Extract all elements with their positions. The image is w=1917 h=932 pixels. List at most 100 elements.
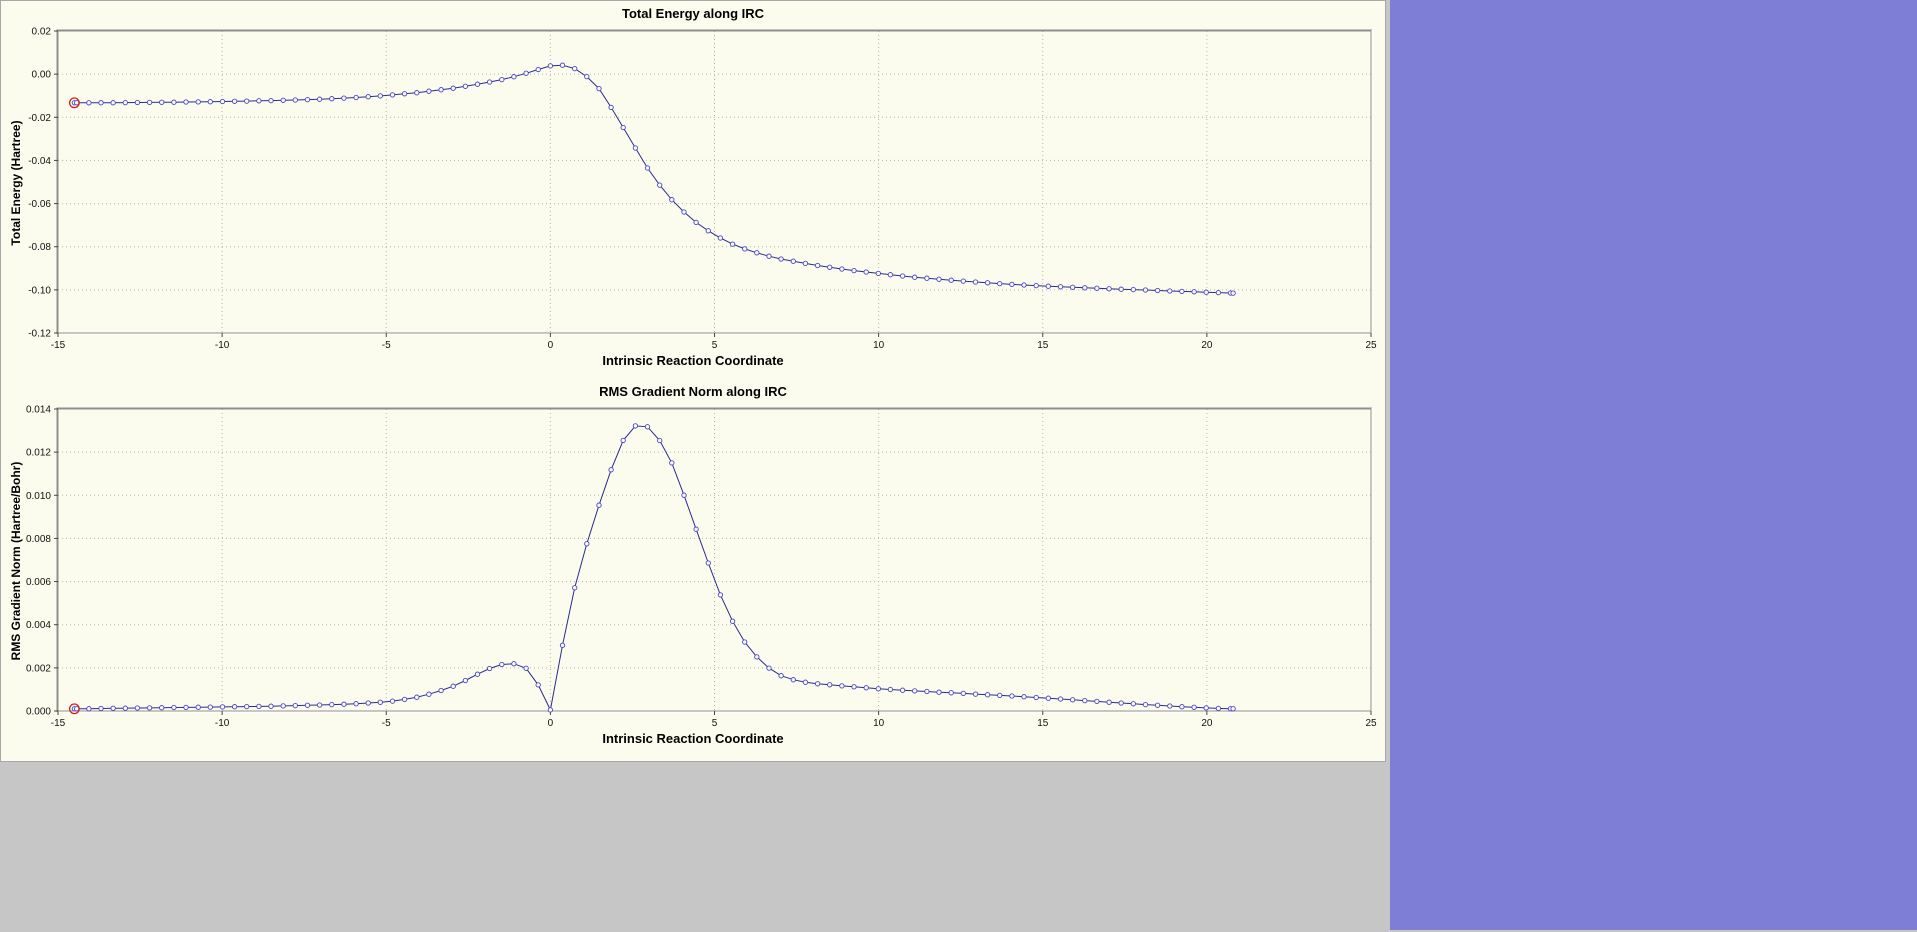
data-point-marker[interactable] <box>875 686 881 692</box>
data-point-marker[interactable] <box>644 424 651 430</box>
data-point-marker[interactable] <box>438 687 444 694</box>
data-point-marker[interactable] <box>499 76 505 83</box>
data-point-marker[interactable] <box>827 682 833 688</box>
data-point-marker[interactable] <box>1215 289 1222 296</box>
data-point-marker[interactable] <box>742 639 748 645</box>
data-point-marker[interactable] <box>802 260 809 267</box>
data-point-marker[interactable] <box>1118 700 1124 706</box>
data-point-marker[interactable] <box>486 665 493 672</box>
data-point-marker[interactable] <box>195 704 201 710</box>
data-point-marker[interactable] <box>450 683 456 689</box>
data-point-marker[interactable] <box>1130 286 1136 293</box>
data-point-marker[interactable] <box>778 673 784 679</box>
data-point-marker[interactable] <box>1094 285 1100 291</box>
data-point-marker[interactable] <box>219 704 226 710</box>
data-point-marker[interactable] <box>462 83 469 89</box>
data-point-marker[interactable] <box>802 679 809 685</box>
data-point-marker[interactable] <box>984 280 991 286</box>
data-point-marker[interactable] <box>1033 694 1039 701</box>
data-point-marker[interactable] <box>984 692 991 698</box>
data-point-marker[interactable] <box>620 437 626 444</box>
data-point-marker[interactable] <box>523 665 529 671</box>
data-point-marker[interactable] <box>171 704 177 711</box>
data-point-marker[interactable] <box>450 85 456 91</box>
data-point-marker[interactable] <box>365 94 371 100</box>
data-point-marker[interactable] <box>231 704 238 710</box>
data-point-marker[interactable] <box>535 682 541 688</box>
data-point-marker[interactable] <box>535 66 541 73</box>
data-point-marker[interactable] <box>644 165 651 171</box>
data-point-marker[interactable] <box>742 246 748 252</box>
data-point-marker[interactable] <box>329 701 335 708</box>
data-point-marker[interactable] <box>608 104 614 111</box>
data-point-marker[interactable] <box>341 701 347 707</box>
data-point-marker[interactable] <box>729 618 736 624</box>
data-point-marker[interactable] <box>887 272 894 278</box>
data-point-marker[interactable] <box>766 253 772 259</box>
data-point-marker[interactable] <box>1130 701 1136 707</box>
data-point-marker[interactable] <box>620 124 626 131</box>
data-point-marker[interactable] <box>1154 702 1161 708</box>
data-point-marker[interactable] <box>681 209 687 215</box>
series-markers[interactable] <box>71 62 1236 296</box>
series-markers[interactable] <box>71 423 1236 713</box>
data-point-marker[interactable] <box>341 95 347 101</box>
gradient-plot-area[interactable]: -15 -10 -5 0 5 10 15 20 25 0.014 0.012 0.010 0.008 0.… <box>3 403 1383 733</box>
data-point-marker[interactable] <box>693 219 699 226</box>
data-point-marker[interactable] <box>134 705 141 711</box>
data-point-marker[interactable] <box>171 99 177 105</box>
data-point-marker[interactable] <box>426 691 432 697</box>
data-point-marker[interactable] <box>511 74 517 80</box>
data-point-marker[interactable] <box>474 671 481 677</box>
data-point-marker[interactable] <box>74 100 80 106</box>
data-point-marker[interactable] <box>1154 287 1161 294</box>
data-point-marker[interactable] <box>1179 704 1185 710</box>
data-point-marker[interactable] <box>280 97 286 103</box>
data-point-marker[interactable] <box>401 91 408 97</box>
data-point-marker[interactable] <box>766 665 772 671</box>
data-point-marker[interactable] <box>1069 284 1076 290</box>
data-point-marker[interactable] <box>596 502 602 508</box>
data-point-marker[interactable] <box>86 706 92 712</box>
data-point-marker[interactable] <box>244 98 250 104</box>
data-point-marker[interactable] <box>887 686 894 693</box>
data-point-marker[interactable] <box>657 437 663 444</box>
data-point-marker[interactable] <box>438 87 444 93</box>
data-point-marker[interactable] <box>839 683 845 689</box>
data-point-marker[interactable] <box>377 93 383 99</box>
energy-plot-area[interactable]: -15 -10 -5 0 5 10 15 20 25 0.02 0.00 -0.02 -0.04 -0.0… <box>3 25 1383 355</box>
data-point-marker[interactable] <box>98 705 104 712</box>
data-point-marker[interactable] <box>790 258 796 264</box>
data-point-marker[interactable] <box>669 460 675 466</box>
data-point-marker[interactable] <box>814 681 821 687</box>
data-point-marker[interactable] <box>122 705 128 711</box>
data-point-marker[interactable] <box>1230 706 1236 712</box>
data-point-marker[interactable] <box>924 275 930 281</box>
data-point-marker[interactable] <box>948 690 954 696</box>
data-point-marker[interactable] <box>584 541 590 547</box>
data-point-marker[interactable] <box>1021 694 1027 700</box>
data-point-marker[interactable] <box>231 98 238 104</box>
data-point-marker[interactable] <box>244 703 250 710</box>
data-point-marker[interactable] <box>1142 287 1149 293</box>
data-point-marker[interactable] <box>183 99 189 105</box>
data-point-marker[interactable] <box>219 98 226 105</box>
data-point-marker[interactable] <box>596 85 602 92</box>
data-point-marker[interactable] <box>414 694 420 700</box>
data-point-marker[interactable] <box>134 99 141 106</box>
data-point-marker[interactable] <box>997 280 1003 287</box>
data-point-marker[interactable] <box>851 684 857 690</box>
data-point-marker[interactable] <box>693 526 699 532</box>
data-point-marker[interactable] <box>912 274 918 280</box>
data-point-marker[interactable] <box>414 90 420 96</box>
data-point-marker[interactable] <box>790 677 796 683</box>
data-point-marker[interactable] <box>572 65 578 72</box>
data-point-marker[interactable] <box>681 492 687 498</box>
data-point-marker[interactable] <box>86 100 92 106</box>
data-point-marker[interactable] <box>827 264 833 270</box>
selected-point-ring[interactable] <box>68 97 80 109</box>
background-window-panel[interactable] <box>1390 0 1917 930</box>
data-point-marker[interactable] <box>899 273 906 279</box>
data-point-marker[interactable] <box>936 276 942 282</box>
data-point-marker[interactable] <box>146 705 153 711</box>
